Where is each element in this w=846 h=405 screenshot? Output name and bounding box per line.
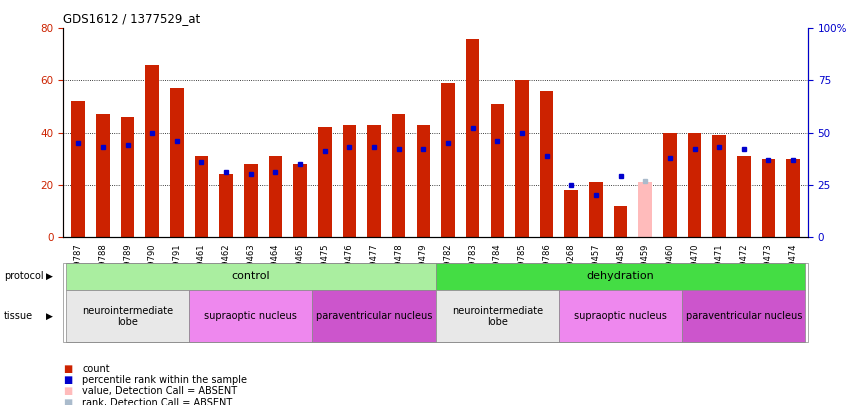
Text: control: control (232, 271, 270, 281)
Bar (466, 39, 480, 237)
Text: GDS1612 / 1377529_at: GDS1612 / 1377529_at (63, 12, 201, 25)
Text: neurointermediate
lobe: neurointermediate lobe (82, 305, 173, 327)
Bar (614, 206, 628, 237)
Bar (269, 156, 283, 237)
Bar (663, 133, 677, 237)
Bar (540, 91, 553, 237)
Bar (564, 190, 578, 237)
Text: supraoptic nucleus: supraoptic nucleus (205, 311, 297, 321)
Bar (639, 182, 652, 237)
Bar (367, 125, 381, 237)
Bar (712, 135, 726, 237)
Bar (195, 156, 208, 237)
Bar (392, 114, 405, 237)
Bar (442, 83, 455, 237)
Text: ▶: ▶ (46, 272, 52, 281)
Text: protocol: protocol (4, 271, 44, 281)
Bar (787, 159, 800, 237)
Text: ■: ■ (63, 398, 73, 405)
Text: dehydration: dehydration (587, 271, 655, 281)
Text: percentile rank within the sample: percentile rank within the sample (82, 375, 247, 385)
Text: ■: ■ (63, 364, 73, 373)
Text: value, Detection Call = ABSENT: value, Detection Call = ABSENT (82, 386, 237, 396)
Text: ■: ■ (63, 386, 73, 396)
Bar (71, 101, 85, 237)
Text: rank, Detection Call = ABSENT: rank, Detection Call = ABSENT (82, 398, 233, 405)
Bar (491, 104, 504, 237)
Text: ▶: ▶ (46, 312, 52, 321)
Bar (146, 65, 159, 237)
Bar (318, 128, 332, 237)
Bar (244, 164, 257, 237)
Bar (416, 125, 430, 237)
Bar (515, 81, 529, 237)
Bar (219, 175, 233, 237)
Bar (170, 88, 184, 237)
Text: paraventricular nucleus: paraventricular nucleus (685, 311, 802, 321)
Bar (761, 159, 775, 237)
Text: count: count (82, 364, 110, 373)
Bar (294, 164, 307, 237)
Text: neurointermediate
lobe: neurointermediate lobe (452, 305, 543, 327)
Text: tissue: tissue (4, 311, 33, 321)
Bar (589, 182, 602, 237)
Text: ■: ■ (63, 375, 73, 385)
Bar (688, 133, 701, 237)
Text: supraoptic nucleus: supraoptic nucleus (574, 311, 667, 321)
Bar (96, 114, 110, 237)
Text: paraventricular nucleus: paraventricular nucleus (316, 311, 432, 321)
Bar (737, 156, 750, 237)
Bar (121, 117, 135, 237)
Bar (343, 125, 356, 237)
